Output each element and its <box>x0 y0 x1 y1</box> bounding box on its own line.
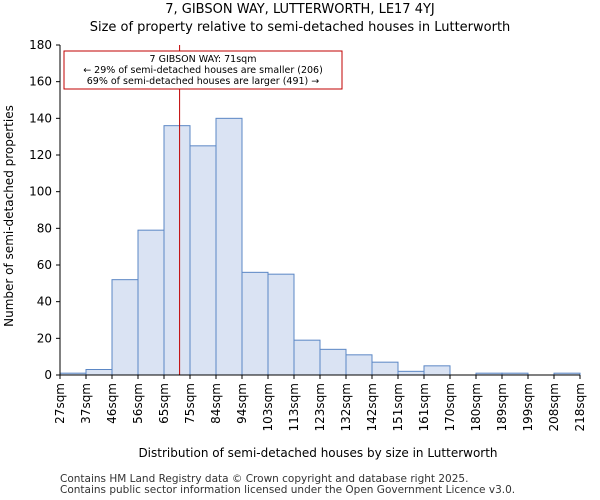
y-tick-label: 40 <box>37 295 52 309</box>
footer-line-1: Contains HM Land Registry data © Crown c… <box>60 473 469 485</box>
y-tick-label: 20 <box>37 331 52 345</box>
histogram-bar <box>345 354 373 376</box>
bars-group <box>59 117 581 376</box>
histogram-bar <box>189 145 217 376</box>
histogram-bar <box>293 339 321 376</box>
x-tick-label: 75sqm <box>183 383 197 424</box>
x-tick-label: 142sqm <box>365 383 379 431</box>
x-tick-label: 132sqm <box>339 383 353 431</box>
y-tick-label: 100 <box>29 185 52 199</box>
histogram-bar <box>397 370 425 376</box>
y-tick-label: 140 <box>29 111 52 125</box>
y-tick-label: 120 <box>29 148 52 162</box>
annotation-line-2: ← 29% of semi-detached houses are smalle… <box>83 65 323 76</box>
histogram-bar <box>319 348 347 376</box>
footer-line-2: Contains public sector information licen… <box>60 484 516 496</box>
x-tick-label: 103sqm <box>261 383 275 431</box>
axes-group: 0 20 40 60 80 100 120 140 160 180 27sqm 37sqm 46sqm 5… <box>29 38 587 431</box>
x-tick-label: 113sqm <box>287 383 301 431</box>
histogram-bar <box>423 365 451 376</box>
x-tick-label: 189sqm <box>495 383 509 431</box>
x-tick-label: 46sqm <box>105 383 119 424</box>
histogram-bar <box>241 271 269 376</box>
y-tick-label: 80 <box>37 221 52 235</box>
annotation-frame <box>63 50 343 90</box>
chart-title: 7, GIBSON WAY, LUTTERWORTH, LE17 4YJ <box>165 2 435 17</box>
chart-subtitle: Size of property relative to semi-detach… <box>89 20 511 35</box>
x-tick-label: 56sqm <box>131 383 145 424</box>
x-tick-label: 123sqm <box>313 383 327 431</box>
x-tick-label: 199sqm <box>521 383 535 431</box>
x-tick-label: 65sqm <box>157 383 171 424</box>
annotation-line-1: 7 GIBSON WAY: 71sqm <box>150 54 257 65</box>
annotation-line-3: 69% of semi-detached houses are larger (… <box>87 76 320 87</box>
x-tick-label: 208sqm <box>547 383 561 431</box>
x-axis-label: Distribution of semi-detached houses by … <box>138 446 497 460</box>
x-tick-label: 94sqm <box>235 383 249 424</box>
x-tick-label: 27sqm <box>53 383 67 424</box>
x-tick-label: 161sqm <box>417 383 431 431</box>
y-tick-label: 180 <box>29 38 52 52</box>
x-tick-label: 151sqm <box>391 383 405 431</box>
y-tick-label: 0 <box>44 368 52 382</box>
x-tick-label: 84sqm <box>209 383 223 424</box>
y-axis-label: Number of semi-detached properties <box>2 105 16 327</box>
x-tick-label: 37sqm <box>79 383 93 424</box>
x-tick-label: 170sqm <box>443 383 457 431</box>
histogram-bar <box>111 279 139 376</box>
y-tick-label: 160 <box>29 75 52 89</box>
x-tick-label: 218sqm <box>573 383 587 431</box>
histogram-bar <box>85 369 113 376</box>
histogram-bar <box>371 361 399 376</box>
histogram-bar <box>163 125 191 376</box>
annotation-box: 7 GIBSON WAY: 71sqm ← 29% of semi-detach… <box>63 50 343 90</box>
y-tick-label: 60 <box>37 258 52 272</box>
x-tick-label: 180sqm <box>469 383 483 431</box>
histogram-bar <box>267 273 295 376</box>
histogram-bar <box>215 117 243 376</box>
histogram-bar <box>137 229 165 376</box>
